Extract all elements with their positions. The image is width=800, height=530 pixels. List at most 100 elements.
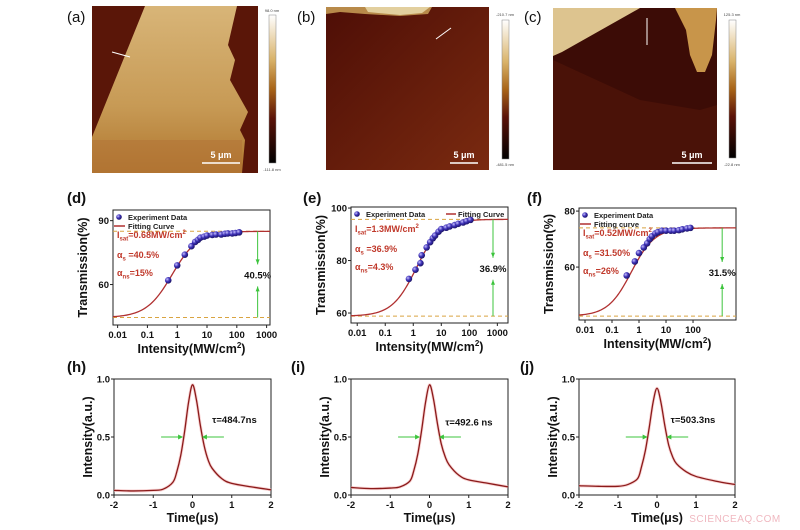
panel-label: (d) — [67, 190, 86, 207]
panel-label: (j) — [520, 359, 534, 376]
plot-frame — [578, 207, 737, 321]
arrowhead-icon — [642, 434, 648, 440]
arrowhead-icon — [666, 434, 672, 440]
x-tick-label: 1 — [693, 500, 699, 511]
data-point — [446, 223, 454, 230]
x-tick-label: -1 — [614, 500, 623, 511]
x-tick-label: 0.01 — [576, 325, 595, 336]
y-tick-label: 0.5 — [97, 433, 111, 444]
arrowhead-icon — [720, 283, 725, 289]
scale-bar-label: 5 μm — [210, 150, 231, 160]
legend: Experiment Data Fitting Curve — [354, 210, 504, 219]
modulation-depth-label: 31.5% — [709, 268, 736, 279]
x-tick-label: 0.1 — [379, 328, 393, 339]
fit-parameter-ans: αns=15% — [117, 268, 153, 281]
panel-label: (e) — [303, 190, 321, 207]
x-tick-label: 10 — [436, 328, 447, 339]
legend-marker-icon — [354, 211, 360, 217]
pulse-width-label: τ=503.3ns — [671, 415, 716, 426]
legend-label: Fitting Curve — [458, 210, 504, 219]
y-axis-title: Intensity(a.u.) — [318, 396, 332, 477]
chart-d: (d) 0.01 0.1 1 10 100 1000 60 90 Transmission(%) I… — [67, 190, 277, 356]
afm-image-c: 5 μm — [553, 8, 717, 170]
fit-parameter-isat: Isat=0.52MW/cm2 — [583, 228, 652, 241]
x-tick-label: -1 — [386, 500, 395, 511]
data-point — [631, 258, 639, 265]
x-axis-title: Intensity(MW/cm2) — [138, 341, 246, 356]
x-axis-title: Intensity(MW/cm2) — [604, 336, 712, 351]
arrowhead-icon — [255, 259, 260, 265]
legend-marker-icon — [582, 212, 588, 218]
plot-frame — [350, 378, 509, 496]
legend-marker-icon — [116, 214, 122, 220]
x-tick-label: 10 — [202, 330, 213, 341]
x-tick-label: 0.1 — [141, 330, 155, 341]
panel-label: (i) — [291, 359, 305, 376]
y-axis-title: Transmission(%) — [76, 217, 90, 317]
watermark: SCIENCEAQ.COM — [689, 514, 781, 525]
arrowhead-icon — [720, 256, 725, 262]
x-tick-label: 100 — [229, 330, 245, 341]
scale-bar-label: 5 μm — [681, 150, 702, 160]
colorbar-max: 125.3 nm — [724, 12, 741, 17]
x-tick-label: 1 — [636, 325, 642, 336]
legend-label: Experiment Data — [594, 211, 654, 220]
x-tick-label: 2 — [268, 500, 273, 511]
plot-frame — [113, 378, 272, 496]
panel-label: (h) — [67, 359, 86, 376]
data-point — [417, 259, 424, 267]
y-tick-label: 100 — [331, 204, 347, 215]
y-axis-title: Transmission(%) — [314, 215, 328, 315]
data-point — [164, 276, 172, 284]
y-axis-title: Intensity(a.u.) — [81, 396, 95, 477]
data-point — [437, 225, 445, 233]
fit-parameter-as: αs =36.9% — [355, 244, 397, 257]
modulation-depth-label: 36.9% — [480, 264, 507, 275]
colorbar-a — [268, 14, 277, 164]
arrowhead-icon — [491, 252, 496, 258]
panel-label-b: (b) — [297, 9, 315, 26]
fwhm-arrows — [398, 434, 461, 440]
colorbar-b — [501, 19, 510, 160]
arrowhead-icon — [201, 434, 207, 440]
data-point — [454, 220, 462, 228]
modulation-depth-arrow — [255, 231, 260, 318]
plot-frame — [350, 206, 509, 324]
x-tick-label: 1 — [175, 330, 181, 341]
arrowhead-icon — [415, 434, 421, 440]
fit-parameter-isat: Isat=0.68MW/cm2 — [117, 230, 186, 243]
x-tick-label: 100 — [461, 328, 477, 339]
y-tick-label: 0.0 — [97, 491, 110, 502]
y-tick-label: 80 — [336, 256, 347, 267]
modulation-depth-arrow — [491, 219, 496, 317]
y-tick-label: 60 — [564, 263, 575, 274]
data-point — [662, 227, 670, 234]
legend-label: Experiment Data — [366, 210, 426, 219]
modulation-depth-arrow — [720, 227, 725, 317]
x-tick-label: -2 — [575, 500, 583, 511]
data-point — [635, 249, 643, 257]
fwhm-arrows — [161, 434, 224, 440]
pulse-width-label: τ=484.7ns — [212, 415, 257, 426]
x-tick-label: 1000 — [487, 328, 508, 339]
fit-parameter-as: αs =40.5% — [117, 250, 159, 263]
arrowhead-icon — [255, 286, 260, 292]
y-tick-label: 80 — [564, 207, 575, 218]
chart-f: (f) 0.01 0.1 1 10 100 60 80 Transmission(%) Inten… — [527, 190, 737, 351]
profile-line — [111, 51, 131, 58]
data-point — [412, 266, 419, 274]
x-tick-label: 0 — [190, 500, 195, 511]
data-point — [423, 244, 430, 251]
plot-frame — [112, 209, 271, 326]
colorbar-min: -22.8 nm — [724, 162, 740, 167]
x-axis-title: Time(μs) — [631, 511, 683, 525]
panel-label-a: (a) — [67, 9, 85, 26]
x-tick-label: -2 — [110, 500, 118, 511]
colorbar-max: 98.0 nm — [265, 8, 280, 13]
fwhm-arrows — [625, 434, 689, 440]
